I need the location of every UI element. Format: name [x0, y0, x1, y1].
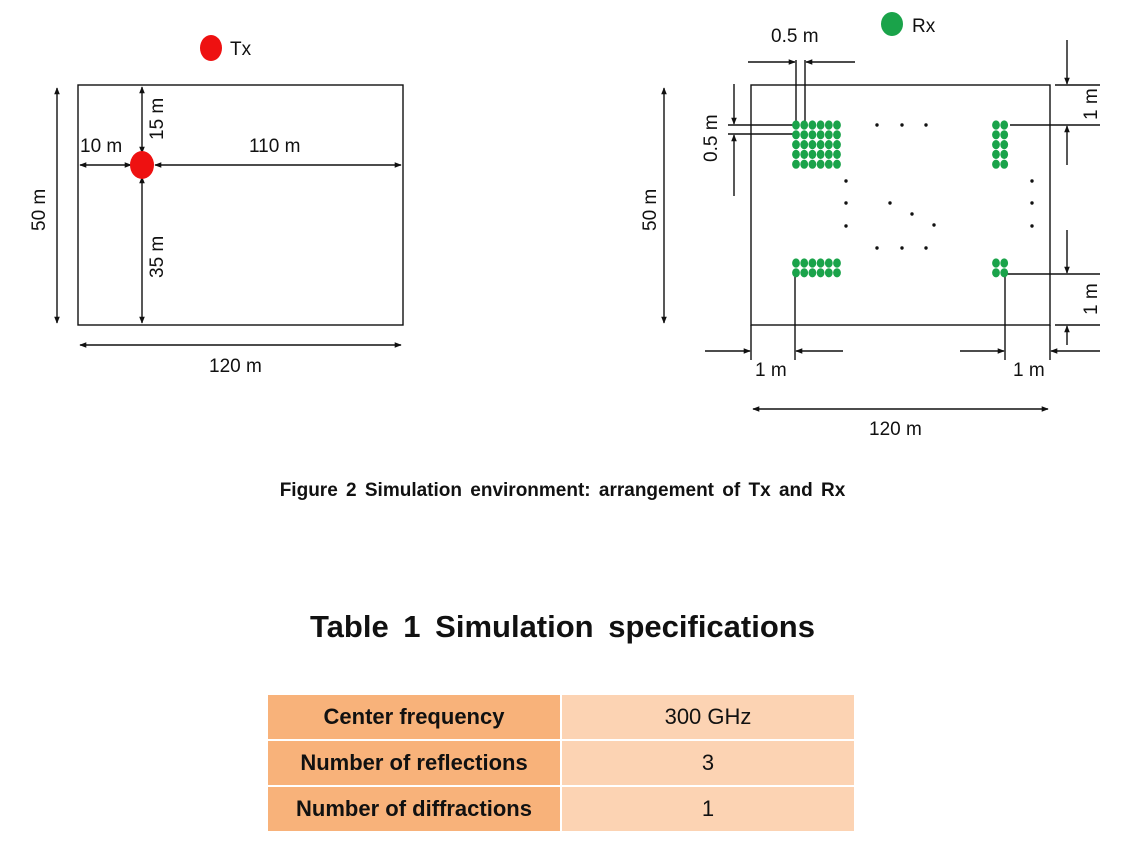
- spec-label: Number of diffractions: [266, 785, 562, 833]
- rx-point: [1000, 258, 1009, 268]
- rx-point: [800, 159, 809, 169]
- left-dist-right-label: 110 m: [249, 136, 300, 157]
- spacing-v-label: 0.5 m: [701, 114, 722, 162]
- table-row: Center frequency 300 GHz: [266, 693, 856, 741]
- rx-legend-label: Rx: [912, 16, 936, 37]
- rx-point: [808, 159, 817, 169]
- rx-point: [808, 268, 817, 278]
- tx-placement-diagram: [54, 84, 404, 348]
- rx-point: [816, 130, 825, 140]
- table-title: Table 1 Simulation specifications: [310, 609, 815, 644]
- rx-group-top-right: [992, 120, 1009, 169]
- rx-point: [824, 268, 833, 278]
- left-width-label: 120 m: [209, 356, 262, 377]
- rx-point: [992, 120, 1000, 130]
- rx-point: [1000, 130, 1009, 140]
- rx-point: [1000, 268, 1009, 278]
- margin-top-label: 1 m: [1081, 88, 1102, 120]
- rx-point: [792, 258, 800, 268]
- rx-point: [808, 130, 817, 140]
- margin-right-label: 1 m: [1013, 360, 1045, 381]
- rx-point: [992, 258, 1000, 268]
- rx-point: [816, 268, 825, 278]
- rx-point: [800, 258, 809, 268]
- left-dist-left-label: 10 m: [80, 136, 122, 157]
- tx-legend-marker: [200, 35, 222, 61]
- rx-point: [800, 130, 809, 140]
- right-height-label: 50 m: [640, 189, 661, 231]
- simulation-spec-table: Center frequency 300 GHz Number of refle…: [266, 693, 856, 833]
- left-dist-top-label: 15 m: [147, 98, 168, 140]
- rx-point: [816, 149, 825, 159]
- rx-point: [992, 159, 1000, 169]
- rx-group-bottom-right: [992, 258, 1009, 278]
- rx-point: [792, 130, 800, 140]
- spec-label: Center frequency: [266, 693, 562, 741]
- rx-point: [824, 140, 833, 150]
- margin-bottom-label: 1 m: [1081, 283, 1102, 315]
- left-room-outline: [77, 84, 404, 326]
- rx-point: [1000, 140, 1009, 150]
- rx-point: [992, 140, 1000, 150]
- rx-group-bottom-left: [792, 258, 841, 278]
- rx-point: [992, 149, 1000, 159]
- table-row: Number of diffractions 1: [266, 785, 856, 833]
- table-row: Number of reflections 3: [266, 739, 856, 787]
- rx-point: [792, 120, 800, 130]
- rx-point: [792, 268, 800, 278]
- left-dist-bottom-label: 35 m: [147, 236, 168, 278]
- rx-point: [800, 268, 809, 278]
- rx-point: [800, 120, 809, 130]
- rx-point: [792, 159, 800, 169]
- rx-point: [833, 258, 841, 268]
- rx-point: [808, 149, 817, 159]
- rx-point: [816, 140, 825, 150]
- rx-point: [792, 149, 800, 159]
- figure-caption: Figure 2 Simulation environment: arrange…: [279, 480, 846, 501]
- rx-point: [1000, 149, 1009, 159]
- rx-point: [833, 268, 841, 278]
- margin-left-label: 1 m: [755, 360, 787, 381]
- rx-point: [833, 130, 841, 140]
- left-height-label: 50 m: [29, 189, 50, 231]
- rx-point: [824, 149, 833, 159]
- rx-point: [800, 140, 809, 150]
- rx-point: [816, 159, 825, 169]
- rx-point: [824, 258, 833, 268]
- rx-point: [816, 258, 825, 268]
- spec-value: 300 GHz: [560, 693, 856, 741]
- spec-label: Number of reflections: [266, 739, 562, 787]
- simulation-environment-diagram: Tx 10 m 110 m 15 m 35 m 50 m 120 m: [29, 12, 1102, 440]
- rx-point: [808, 258, 817, 268]
- rx-continuation-dots: [844, 123, 1034, 250]
- rx-point: [808, 140, 817, 150]
- rx-point: [792, 140, 800, 150]
- rx-point: [808, 120, 817, 130]
- spacing-h-label: 0.5 m: [771, 26, 819, 47]
- rx-point: [1000, 120, 1009, 130]
- tx-marker: [130, 151, 154, 179]
- rx-point: [833, 120, 841, 130]
- rx-point: [800, 149, 809, 159]
- rx-point: [992, 130, 1000, 140]
- rx-point: [824, 120, 833, 130]
- tx-legend-label: Tx: [230, 39, 252, 60]
- rx-point: [1000, 159, 1009, 169]
- rx-point: [992, 268, 1000, 278]
- rx-point: [824, 159, 833, 169]
- rx-point: [833, 159, 841, 169]
- rx-receiver-points: [792, 120, 1009, 278]
- right-width-label: 120 m: [869, 419, 922, 440]
- right-room-outline: [750, 84, 1051, 326]
- rx-point: [816, 120, 825, 130]
- rx-group-top-left: [792, 120, 841, 169]
- spec-value: 1: [560, 785, 856, 833]
- rx-point: [833, 140, 841, 150]
- rx-legend-marker: [881, 12, 903, 36]
- rx-point: [833, 149, 841, 159]
- spec-value: 3: [560, 739, 856, 787]
- rx-point: [824, 130, 833, 140]
- rx-placement-diagram: [661, 40, 1100, 412]
